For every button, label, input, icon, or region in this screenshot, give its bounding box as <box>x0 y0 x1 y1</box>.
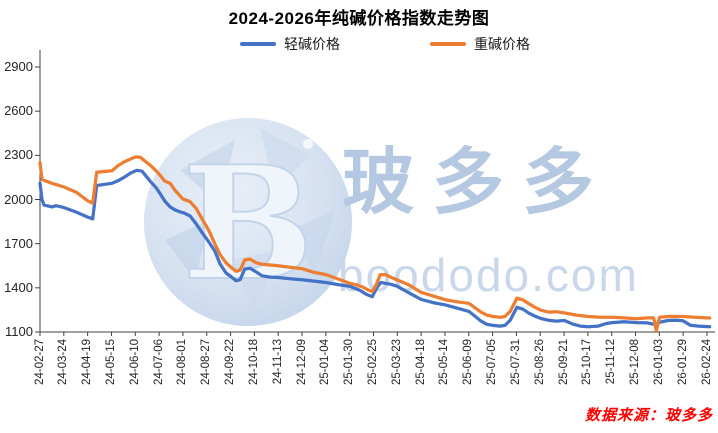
x-axis-label: 25-05-14 <box>438 339 451 386</box>
x-axis-label: 24-09-22 <box>224 339 237 386</box>
x-axis-label: 24-05-15 <box>104 339 117 386</box>
x-axis-label: 25-08-26 <box>533 339 546 386</box>
x-axis-label: 25-04-18 <box>414 339 427 386</box>
x-axis-label: 25-01-30 <box>343 339 356 386</box>
x-axis-label: 25-03-23 <box>390 339 403 386</box>
series-line-轻碱价格 <box>38 168 712 329</box>
x-axis-label: 24-11-13 <box>271 339 284 385</box>
legend-item-heavy-soda: 重碱价格 <box>430 34 530 54</box>
x-axis-label: 25-07-05 <box>486 339 499 386</box>
x-axis-label: 25-02-25 <box>367 339 379 386</box>
x-axis-label: 24-08-27 <box>200 339 213 386</box>
legend-label-heavy-soda: 重碱价格 <box>474 36 530 52</box>
legend-swatch-heavy-soda-icon <box>430 42 466 46</box>
series-line-重碱价格 <box>38 155 712 333</box>
x-axis-label: 26-01-29 <box>676 339 689 386</box>
x-axis-label: 24-07-06 <box>152 339 165 386</box>
plot-area <box>35 50 715 336</box>
y-axis-label: 2300 <box>4 147 33 163</box>
y-axis-label: 1400 <box>4 279 33 295</box>
x-axis-label: 24-12-09 <box>295 339 308 386</box>
x-axis-label: 24-03-24 <box>57 339 70 386</box>
legend-label-light-soda: 轻碱价格 <box>284 36 340 52</box>
x-axis-label: 25-01-04 <box>319 339 332 386</box>
y-axis-label: 2600 <box>4 103 33 119</box>
x-axis-label: 26-02-24 <box>700 339 713 386</box>
x-axis-label: 25-09-21 <box>557 339 570 386</box>
x-axis-label: 26-01-03 <box>652 339 665 386</box>
x-axis-label: 24-06-10 <box>128 339 141 386</box>
chart-title: 2024-2026年纯碱价格指数走势图 <box>228 9 490 28</box>
x-axis-label: 24-02-27 <box>33 339 46 386</box>
x-axis-label: 25-12-08 <box>629 339 642 386</box>
x-axis-label: 25-06-09 <box>462 339 475 386</box>
x-axis-label: 24-04-19 <box>81 339 94 386</box>
x-axis-label: 25-11-12 <box>605 339 618 385</box>
x-axis-label: 24-08-01 <box>176 339 189 386</box>
y-axis-label: 1100 <box>5 324 33 339</box>
x-axis-label: 25-07-31 <box>509 339 522 386</box>
legend-item-light-soda: 轻碱价格 <box>240 34 340 54</box>
legend: 轻碱价格 重碱价格 <box>26 34 718 54</box>
y-axis-label: 2000 <box>4 191 33 207</box>
x-axis-label: 25-10-17 <box>581 339 594 386</box>
data-source-note: 数据来源：玻多多 <box>584 407 713 424</box>
y-axis-label: 2900 <box>4 59 33 74</box>
x-axis-label: 24-10-18 <box>247 339 260 386</box>
y-axis-label: 1700 <box>4 235 33 251</box>
legend-swatch-light-soda-icon <box>240 42 276 46</box>
